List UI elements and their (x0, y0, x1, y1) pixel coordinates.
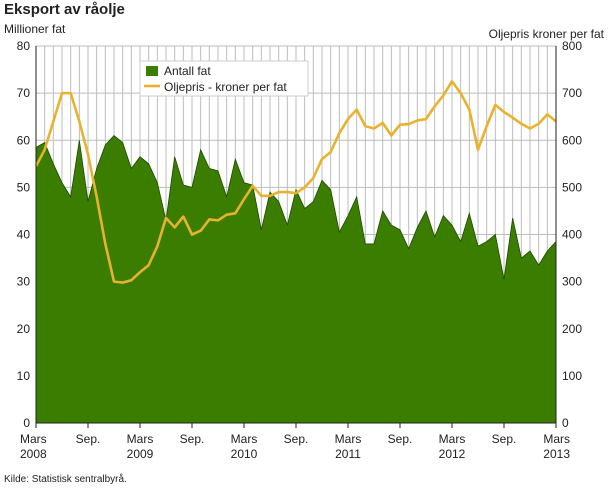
y-tick-label-right: 400 (562, 228, 582, 242)
x-tick-label: Sep. (388, 432, 413, 446)
x-tick-label: Sep. (492, 432, 517, 446)
x-tick-label: Sep. (180, 432, 205, 446)
y-tick-label-left: 60 (17, 133, 31, 147)
x-tick-label-year: 2013 (543, 447, 570, 461)
legend-label-antall-fat: Antall fat (164, 64, 211, 78)
y-tick-label-right: 800 (562, 39, 582, 53)
chart-title: Eksport av råolje (4, 1, 125, 18)
x-tick-label: Sep. (76, 432, 101, 446)
source-note: Kilde: Statistisk sentralbyrå. (4, 474, 127, 485)
legend: Antall fat Oljepris - kroner per fat (139, 60, 309, 97)
y-tick-label-left: 40 (17, 228, 31, 242)
y-tick-label-right: 700 (562, 86, 582, 100)
x-tick-label: Mars (231, 432, 258, 446)
y-tick-label-left: 80 (17, 39, 31, 53)
axis-layer: 0102030405060708001002003004005006007008… (17, 39, 583, 461)
y-tick-label-left: 30 (17, 275, 31, 289)
y-tick-label-right: 300 (562, 275, 582, 289)
y-tick-label-right: 0 (562, 416, 569, 430)
y-tick-label-right: 600 (562, 133, 582, 147)
x-tick-label-year: 2009 (127, 447, 154, 461)
y-axis-label-left: Millioner fat (4, 22, 66, 36)
series-area-antall-fat (35, 134, 557, 424)
x-tick-label: Mars (335, 432, 362, 446)
x-tick-label: Sep. (284, 432, 309, 446)
x-tick-label-year: 2008 (20, 447, 47, 461)
line-layer (34, 80, 557, 284)
y-axis-label-right: Oljepris kroner per fat (488, 27, 604, 41)
y-tick-label-right: 200 (562, 322, 582, 336)
legend-swatch-area (146, 66, 158, 76)
x-tick-label: Mars (439, 432, 466, 446)
x-tick-label: Mars (543, 432, 570, 446)
x-tick-label: Mars (20, 432, 47, 446)
y-tick-label-left: 10 (17, 369, 31, 383)
x-tick-label-year: 2012 (439, 447, 466, 461)
y-tick-label-left: 50 (17, 180, 31, 194)
x-tick-label: Mars (127, 432, 154, 446)
y-tick-label-right: 500 (562, 180, 582, 194)
x-tick-label-year: 2010 (231, 447, 258, 461)
legend-label-oljepris: Oljepris - kroner per fat (164, 80, 287, 94)
legend-box (139, 60, 309, 97)
x-tick-label-year: 2011 (335, 447, 361, 461)
y-tick-label-left: 0 (23, 416, 30, 430)
y-tick-label-left: 70 (17, 86, 31, 100)
area-layer (35, 134, 557, 424)
y-tick-label-right: 100 (562, 369, 582, 383)
series-line-oljepris (34, 80, 557, 284)
y-tick-label-left: 20 (17, 322, 31, 336)
